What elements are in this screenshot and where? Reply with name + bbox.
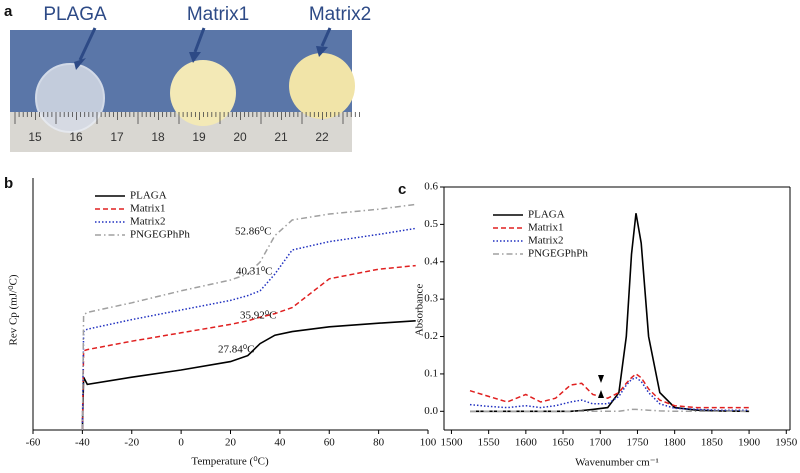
series-line xyxy=(469,372,750,409)
x-tick-label: 1750 xyxy=(626,437,649,449)
x-tick-label: 1850 xyxy=(701,437,724,449)
x-tick-label: 1700 xyxy=(589,437,612,449)
ruler-number: 19 xyxy=(192,130,206,144)
x-tick-label: 1600 xyxy=(515,437,538,449)
legend-label: Matrix2 xyxy=(528,235,563,247)
series-line xyxy=(470,408,750,413)
ruler-number: 20 xyxy=(233,130,247,144)
series-line xyxy=(81,320,416,431)
panel-label: a xyxy=(4,3,13,20)
series-line xyxy=(81,227,416,431)
series-line xyxy=(470,213,750,413)
legend-label: PLAGA xyxy=(528,209,565,221)
x-tick-label: 1800 xyxy=(664,437,687,449)
x-tick-label: 1500 xyxy=(440,437,463,449)
legend-label: Matrix1 xyxy=(130,203,165,215)
x-tick-label: 40 xyxy=(274,437,286,449)
legend-label: PLAGA xyxy=(130,190,167,202)
marker-arrow xyxy=(598,390,604,398)
x-tick-label: 1550 xyxy=(478,437,501,449)
x-tick-label: -60 xyxy=(26,437,41,449)
y-tick-label: 0.0 xyxy=(424,405,438,417)
y-tick-label: 0.4 xyxy=(424,255,438,267)
y-tick-label: 0.5 xyxy=(424,218,438,230)
panel-label: b xyxy=(4,175,13,192)
y-tick-label: 0.2 xyxy=(424,330,438,342)
photo-label: Matrix1 xyxy=(187,4,249,25)
annotation: 52.86⁰C xyxy=(235,226,272,238)
x-tick-label: -20 xyxy=(124,437,139,449)
x-tick-label: 1650 xyxy=(552,437,575,449)
series-line xyxy=(81,264,416,431)
x-tick-label: 100 xyxy=(420,437,437,449)
annotation: 27.84⁰C xyxy=(218,344,255,356)
y-axis-label: Absorbance xyxy=(414,284,426,337)
legend-label: Matrix1 xyxy=(528,222,563,234)
disc-matrix2 xyxy=(289,53,355,119)
legend-label: PNGEGPhPh xyxy=(130,229,190,241)
ruler-number: 18 xyxy=(151,130,165,144)
y-tick-label: 0.6 xyxy=(424,181,438,193)
panel-label: c xyxy=(398,181,406,198)
y-axis-label: Rev Cp (mJ/⁰C) xyxy=(8,274,20,345)
ruler-number: 16 xyxy=(69,130,83,144)
marker-arrow xyxy=(598,375,604,383)
ruler-number: 22 xyxy=(315,130,329,144)
photo-label: Matrix2 xyxy=(309,4,371,25)
x-tick-label: 80 xyxy=(373,437,385,449)
y-tick-label: 0.3 xyxy=(424,293,438,305)
annotation: 35.92⁰C xyxy=(240,310,277,322)
ruler-number: 15 xyxy=(28,130,42,144)
legend-label: PNGEGPhPh xyxy=(528,248,588,260)
x-tick-label: 20 xyxy=(225,437,237,449)
photo-label: PLAGA xyxy=(43,4,107,25)
annotation: 40.31⁰C xyxy=(236,266,273,278)
ruler-number: 17 xyxy=(110,130,124,144)
x-tick-label: 0 xyxy=(178,437,184,449)
x-tick-label: 60 xyxy=(324,437,336,449)
x-axis-label: Temperature (⁰C) xyxy=(191,456,269,468)
disc-matrix1 xyxy=(170,60,236,126)
disc-plaga xyxy=(35,63,105,133)
x-tick-label: 1900 xyxy=(738,437,761,449)
x-tick-label: 1950 xyxy=(775,437,798,449)
arrows xyxy=(74,27,332,70)
y-tick-label: 0.1 xyxy=(424,367,438,379)
ruler-number: 21 xyxy=(274,130,288,144)
x-tick-label: -40 xyxy=(75,437,90,449)
series-line xyxy=(81,203,416,431)
legend-label: Matrix2 xyxy=(130,216,165,228)
x-axis-label: Wavenumber cm⁻¹ xyxy=(575,457,659,469)
series-line xyxy=(469,376,750,411)
